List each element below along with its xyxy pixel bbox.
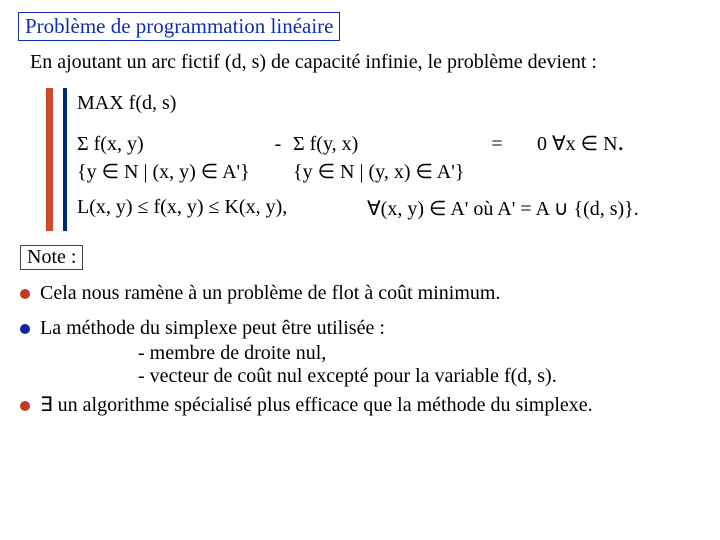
bullet-item-3: ∃ un algorithme spécialisé plus efficace… — [20, 392, 702, 417]
bullet-text: Cela nous ramène à un problème de flot à… — [40, 282, 500, 305]
set-row: {y ∈ N | (x, y) ∈ A'} {y ∈ N | (y, x) ∈ … — [77, 159, 694, 184]
note-label: Note : — [20, 245, 83, 270]
out-set: {y ∈ N | (x, y) ∈ A'} — [77, 159, 293, 184]
bullet-icon — [20, 289, 30, 299]
page-title: Problème de programmation linéaire — [18, 12, 340, 41]
equals-sign: = — [479, 133, 515, 156]
bullet-text: La méthode du simplexe peut être utilisé… — [40, 317, 385, 340]
intro-text: En ajoutant un arc fictif (d, s) de capa… — [30, 51, 702, 74]
bullet-icon — [20, 401, 30, 411]
sum-in: Σ f(y, x) — [293, 133, 479, 156]
bounds-line: L(x, y) ≤ f(x, y) ≤ K(x, y), ∀(x, y) ∈ A… — [77, 196, 694, 221]
sub-item: - vecteur de coût nul excepté pour la va… — [138, 365, 702, 388]
rhs: 0 ∀x ∈ N. — [515, 127, 694, 157]
bullet-item-2: La méthode du simplexe peut être utilisé… — [20, 317, 702, 340]
math-inner: MAX f(d, s) Σ f(x, y) - Σ f(y, x) = 0 ∀x… — [63, 88, 702, 231]
sub-items: - membre de droite nul, - vecteur de coû… — [138, 342, 702, 388]
bounds-cond: ∀(x, y) ∈ A' où A' = A ∪ {(d, s)}. — [337, 196, 694, 221]
minus-sign: - — [263, 133, 293, 156]
math-block: MAX f(d, s) Σ f(x, y) - Σ f(y, x) = 0 ∀x… — [46, 88, 702, 231]
bullet-icon — [20, 324, 30, 334]
objective-line: MAX f(d, s) — [77, 92, 694, 115]
in-set: {y ∈ N | (y, x) ∈ A'} — [293, 159, 515, 184]
sub-item: - membre de droite nul, — [138, 342, 702, 365]
sum-out: Σ f(x, y) — [77, 133, 263, 156]
flow-equation: Σ f(x, y) - Σ f(y, x) = 0 ∀x ∈ N. — [77, 127, 694, 157]
bullet-text: ∃ un algorithme spécialisé plus efficace… — [40, 392, 593, 417]
bullet-item-1: Cela nous ramène à un problème de flot à… — [20, 282, 702, 305]
bounds-left: L(x, y) ≤ f(x, y) ≤ K(x, y), — [77, 196, 337, 221]
